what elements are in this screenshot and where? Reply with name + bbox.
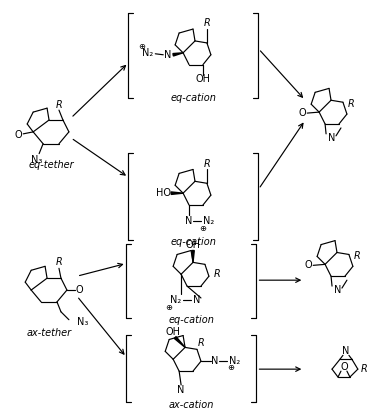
Text: eq-cation: eq-cation	[170, 236, 216, 247]
Polygon shape	[173, 53, 183, 56]
Text: O: O	[304, 260, 312, 270]
Text: N: N	[163, 50, 171, 60]
Text: R: R	[214, 269, 220, 279]
Text: N₂: N₂	[142, 48, 153, 58]
Polygon shape	[174, 337, 185, 347]
Text: HO: HO	[156, 188, 171, 198]
Text: N₃: N₃	[77, 317, 88, 327]
Text: OH: OH	[185, 240, 201, 250]
Text: ax-tether: ax-tether	[27, 328, 72, 337]
Text: ax-cation: ax-cation	[168, 400, 214, 410]
Text: OH: OH	[196, 75, 211, 84]
Text: N: N	[328, 133, 336, 143]
Text: N: N	[193, 295, 201, 305]
Polygon shape	[171, 192, 183, 194]
Text: O: O	[75, 285, 83, 295]
Text: R: R	[198, 338, 204, 349]
Text: R: R	[203, 18, 210, 28]
Text: R: R	[360, 364, 367, 374]
Polygon shape	[192, 250, 194, 262]
Text: R: R	[56, 100, 62, 110]
Text: N: N	[334, 285, 342, 295]
Text: R: R	[203, 159, 210, 169]
Text: eq-cation: eq-cation	[168, 315, 214, 325]
Text: N: N	[211, 356, 219, 366]
Text: eq-cation: eq-cation	[170, 93, 216, 103]
Text: ⊕: ⊕	[200, 224, 207, 233]
Text: ⊕: ⊕	[227, 363, 234, 372]
Text: R: R	[56, 258, 62, 267]
Text: N: N	[185, 216, 193, 226]
Text: eq-tether: eq-tether	[28, 159, 74, 169]
Text: N: N	[342, 346, 350, 356]
Text: O: O	[298, 108, 306, 118]
Text: N₂: N₂	[229, 356, 240, 366]
Text: N₂: N₂	[203, 216, 214, 226]
Text: ⊕: ⊕	[166, 303, 173, 312]
Text: N₃: N₃	[31, 154, 43, 164]
Text: O: O	[15, 130, 22, 140]
Text: N₂: N₂	[169, 295, 181, 305]
Text: OH: OH	[166, 327, 181, 337]
Text: ⊕: ⊕	[138, 42, 145, 52]
Text: O: O	[340, 362, 348, 372]
Text: N: N	[178, 385, 185, 395]
Text: R: R	[348, 99, 354, 109]
Text: R: R	[354, 251, 360, 262]
